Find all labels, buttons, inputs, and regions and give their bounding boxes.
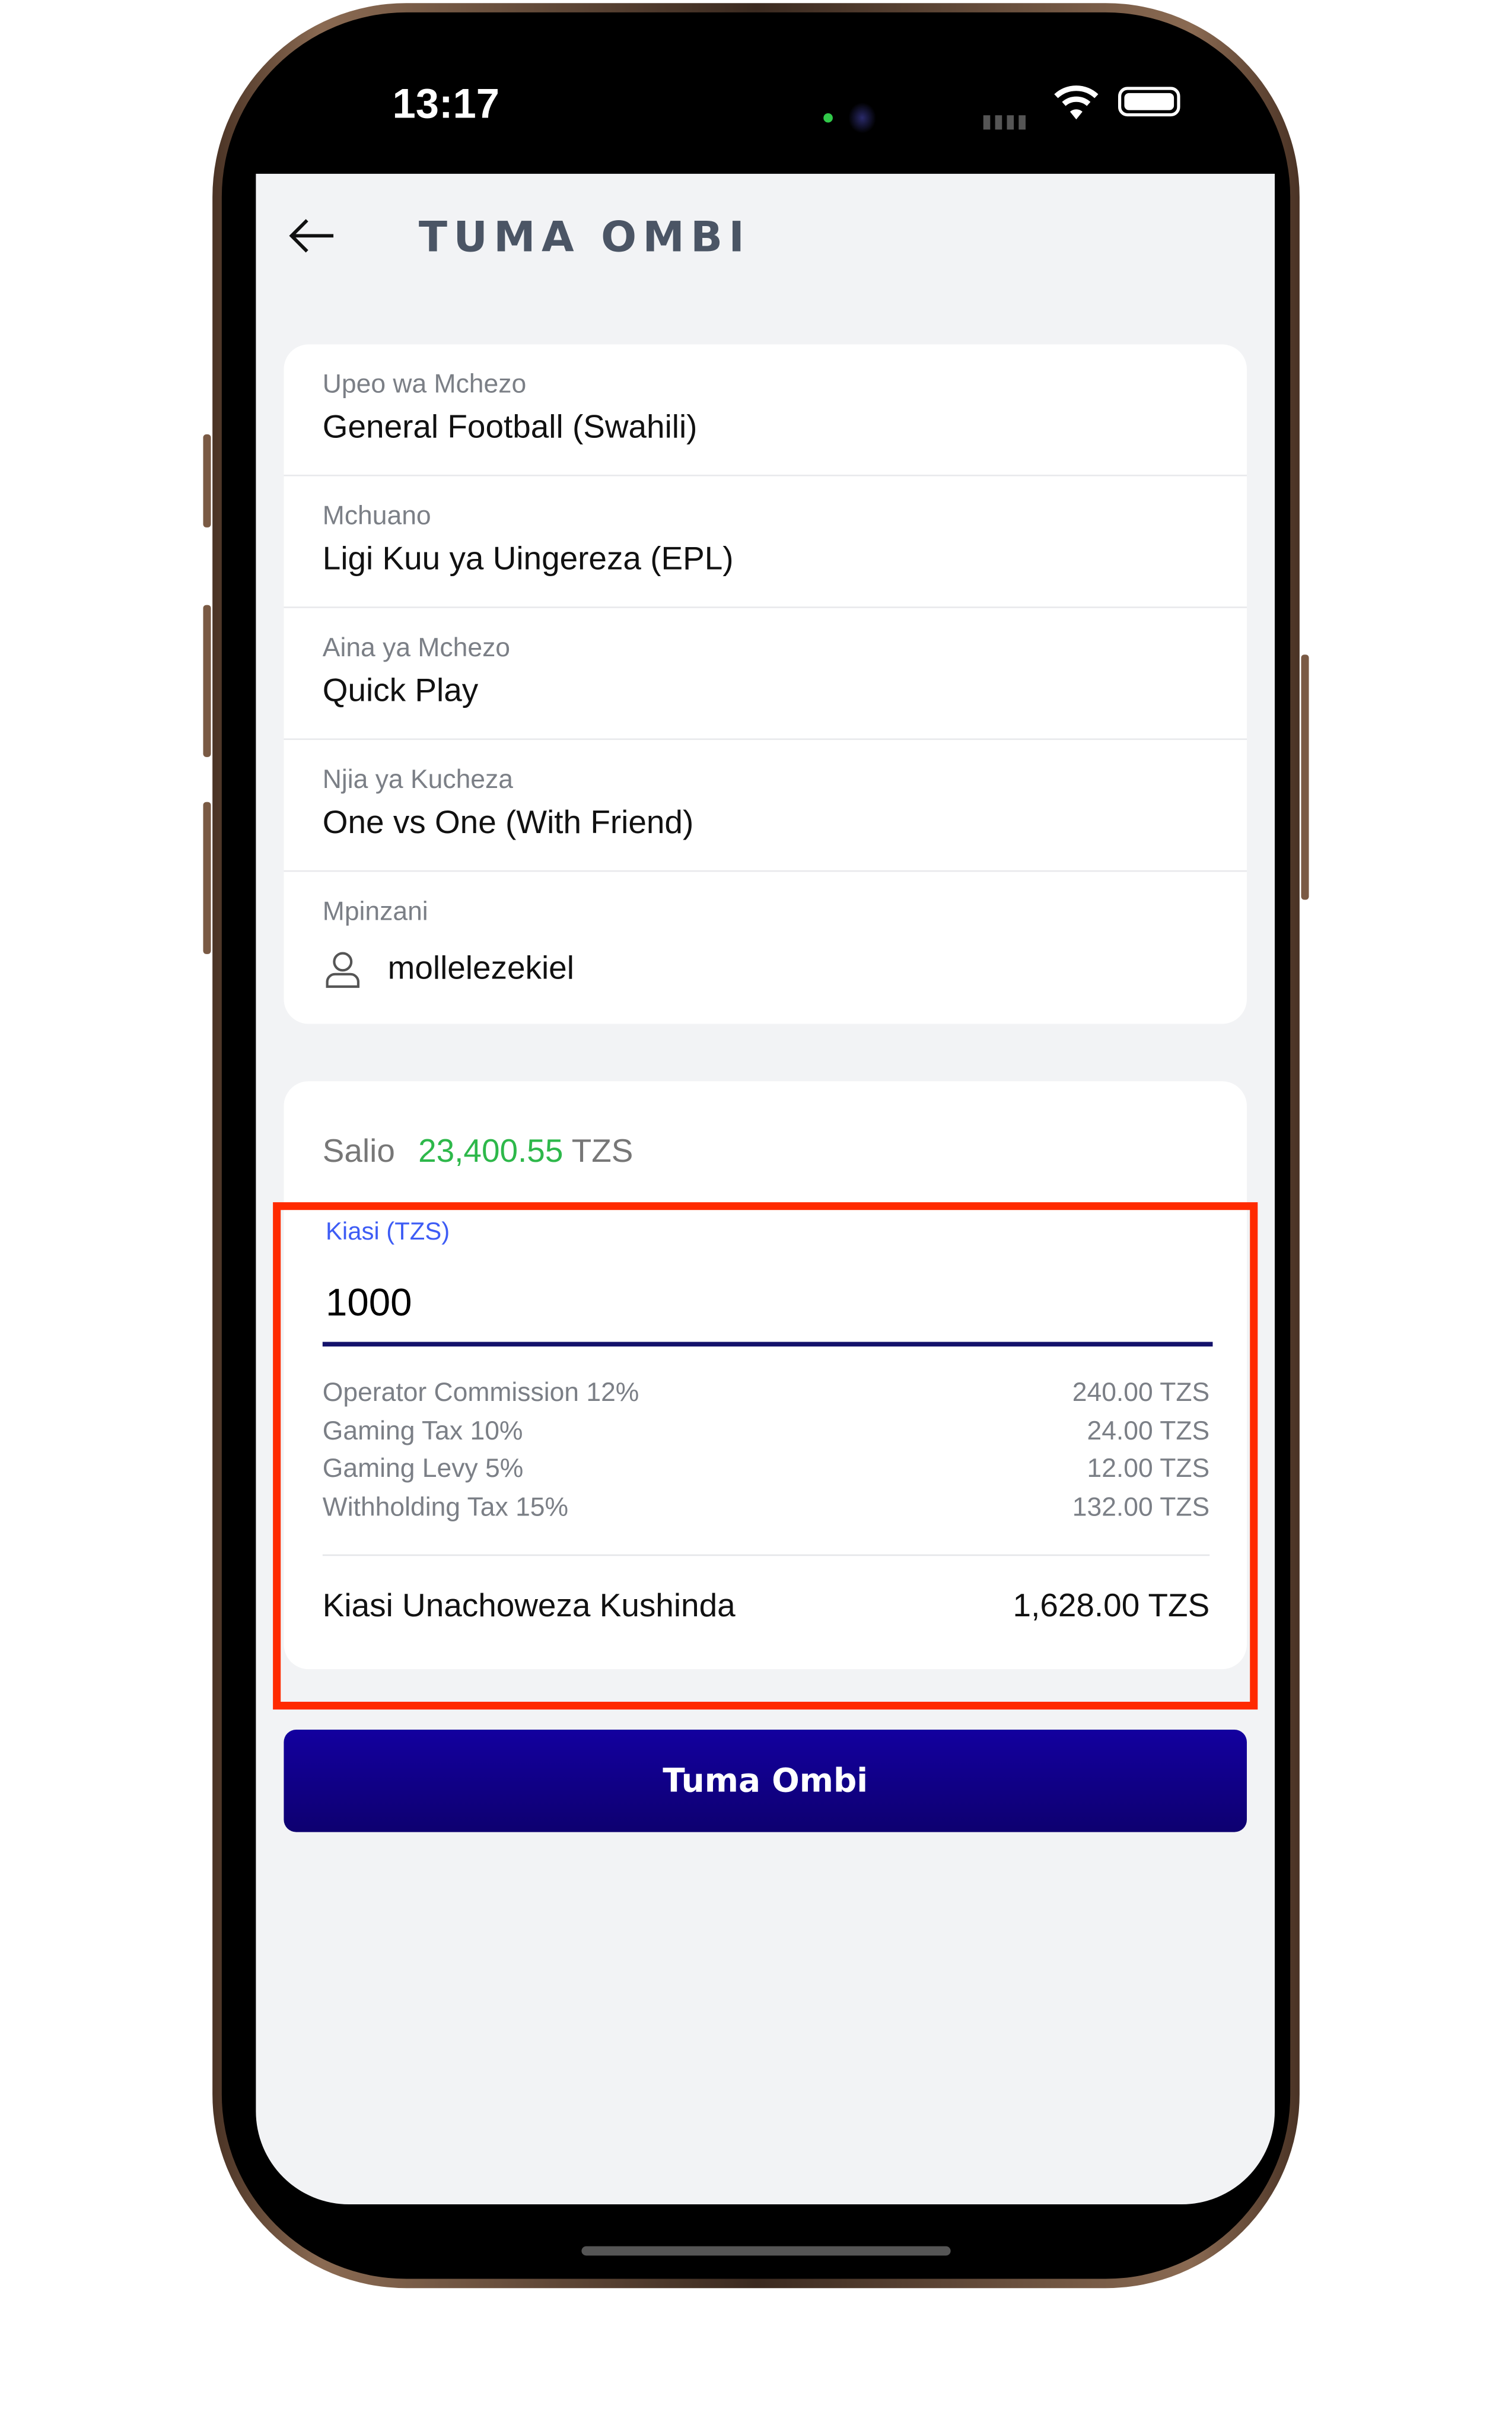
home-indicator[interactable]	[581, 2246, 951, 2256]
amount-input[interactable]	[322, 1264, 1213, 1347]
fees-list: Operator Commission 12% 240.00 TZS Gaming…	[323, 1378, 1209, 1530]
volume-down-button	[203, 802, 211, 954]
detail-value: General Football (Swahili)	[322, 409, 698, 446]
opponent-row: Mpinzani mollelezekiel	[284, 872, 1247, 1024]
amount-label: Kiasi (TZS)	[326, 1219, 450, 1246]
detail-label: Aina ya Mchezo	[322, 633, 511, 663]
balance-label: Salio	[322, 1134, 395, 1170]
balance-currency: TZS	[571, 1134, 634, 1170]
bezel: 13:17 ▮▮▮▮ TUMA OMBI Upeo wa Mchezo Gener…	[221, 12, 1291, 2279]
balance: Salio 23,400.55 TZS	[323, 1134, 634, 1171]
detail-row: Njia ya Kucheza One vs One (With Friend)	[284, 740, 1247, 872]
opponent-label: Mpinzani	[322, 897, 428, 926]
wager-card: Salio 23,400.55 TZS Kiasi (TZS) Operator …	[284, 1081, 1247, 1670]
detail-label: Njia ya Kucheza	[322, 764, 513, 795]
wifi-icon	[1054, 85, 1099, 120]
details-card: Upeo wa Mchezo General Football (Swahili)…	[284, 344, 1247, 1024]
submit-button[interactable]: Tuma Ombi	[284, 1730, 1247, 1832]
balance-amount: 23,400.55	[418, 1134, 564, 1170]
user-icon	[326, 952, 360, 988]
app-screen: TUMA OMBI Upeo wa Mchezo General Football…	[256, 173, 1275, 2205]
signal-icon: ▮▮▮▮	[981, 110, 1029, 132]
fee-label: Withholding Tax 15%	[322, 1491, 569, 1521]
camera-icon	[848, 102, 877, 134]
detail-row: Aina ya Mchezo Quick Play	[284, 608, 1247, 741]
fee-row: Operator Commission 12% 240.00 TZS	[323, 1378, 1209, 1416]
power-button	[1301, 654, 1309, 900]
opponent-value: mollelezekiel	[387, 951, 574, 987]
detail-label: Upeo wa Mchezo	[322, 369, 527, 399]
potential-win-row: Kiasi Unachoweza Kushinda 1,628.00 TZS	[323, 1588, 1209, 1626]
potential-win-value: 1,628.00 TZS	[1013, 1588, 1210, 1625]
fee-value: 24.00 TZS	[1087, 1415, 1210, 1445]
potential-win-label: Kiasi Unachoweza Kushinda	[322, 1588, 736, 1625]
detail-value: Quick Play	[322, 673, 479, 709]
fee-row: Gaming Tax 10% 24.00 TZS	[323, 1416, 1209, 1454]
page-title: TUMA OMBI	[418, 214, 751, 262]
status-time: 13:17	[392, 80, 500, 128]
fee-value: 132.00 TZS	[1072, 1491, 1210, 1521]
side-button	[203, 434, 211, 527]
fee-value: 12.00 TZS	[1087, 1453, 1210, 1483]
fee-label: Operator Commission 12%	[322, 1377, 639, 1407]
highlight-box	[273, 1202, 1258, 1710]
fee-row: Withholding Tax 15% 132.00 TZS	[323, 1492, 1209, 1530]
fee-label: Gaming Levy 5%	[322, 1453, 524, 1483]
detail-value: Ligi Kuu ya Uingereza (EPL)	[322, 541, 734, 577]
back-button[interactable]	[287, 217, 337, 255]
battery-icon	[1118, 87, 1180, 117]
detail-value: One vs One (With Friend)	[322, 805, 694, 841]
detail-row: Upeo wa Mchezo General Football (Swahili)	[284, 344, 1247, 476]
fee-row: Gaming Levy 5% 12.00 TZS	[323, 1454, 1209, 1492]
divider	[322, 1554, 1210, 1556]
volume-up-button	[203, 605, 211, 757]
fee-label: Gaming Tax 10%	[322, 1415, 523, 1445]
phone-frame: 13:17 ▮▮▮▮ TUMA OMBI Upeo wa Mchezo Gener…	[203, 3, 1309, 2289]
detail-row: Mchuano Ligi Kuu ya Uingereza (EPL)	[284, 476, 1247, 608]
detail-label: Mchuano	[322, 501, 431, 531]
fee-value: 240.00 TZS	[1072, 1377, 1210, 1407]
privacy-indicator-icon	[823, 113, 833, 123]
